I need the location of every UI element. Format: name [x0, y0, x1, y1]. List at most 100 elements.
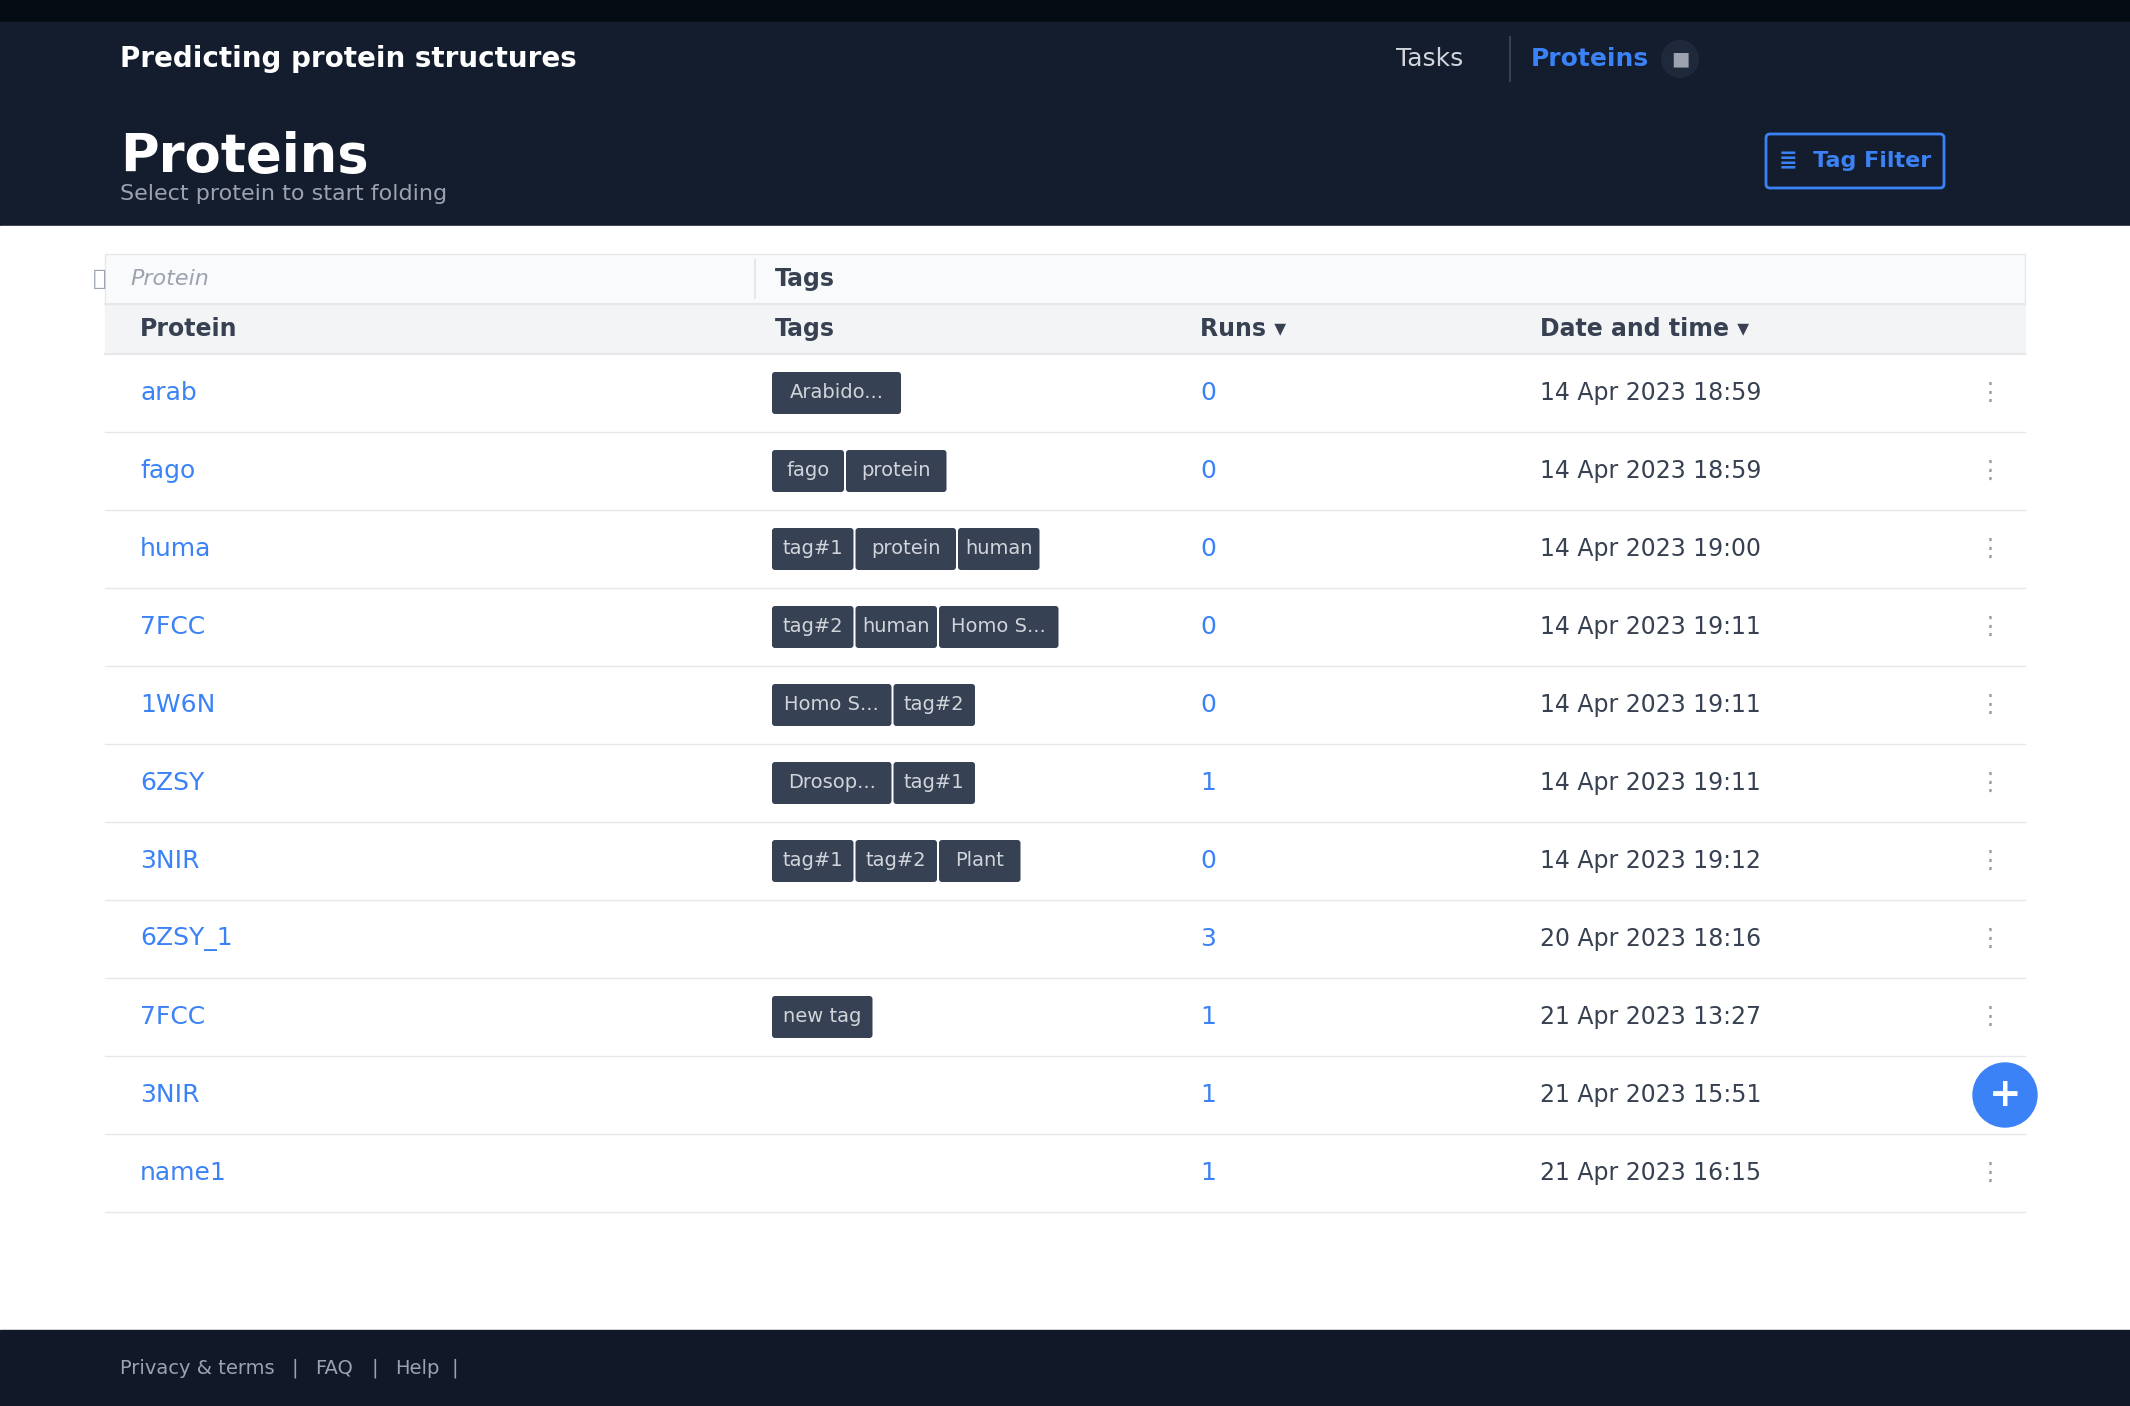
FancyBboxPatch shape [958, 529, 1039, 569]
Text: human: human [863, 617, 931, 637]
Text: Protein: Protein [141, 316, 239, 342]
Bar [104, 823, 2026, 900]
Text: ⋮: ⋮ [1977, 849, 2002, 873]
Text: 14 Apr 2023 18:59: 14 Apr 2023 18:59 [1540, 381, 1762, 405]
Text: 14 Apr 2023 19:00: 14 Apr 2023 19:00 [1540, 537, 1762, 561]
Bar [104, 432, 2026, 510]
Text: 1W6N: 1W6N [141, 693, 215, 717]
FancyBboxPatch shape [771, 450, 843, 492]
Text: tag#2: tag#2 [782, 617, 843, 637]
Text: Select protein to start folding: Select protein to start folding [119, 184, 447, 204]
Text: name1: name1 [141, 1161, 226, 1185]
Bar [104, 744, 2026, 823]
Text: 0: 0 [1199, 849, 1216, 873]
Text: ⋮: ⋮ [1977, 614, 2002, 638]
Text: ≣  Tag Filter: ≣ Tag Filter [1779, 150, 1932, 172]
Text: Tags: Tags [775, 316, 835, 342]
Bar [104, 354, 2026, 432]
Text: ⋮: ⋮ [1977, 693, 2002, 717]
FancyBboxPatch shape [856, 839, 937, 882]
Text: 14 Apr 2023 19:11: 14 Apr 2023 19:11 [1540, 770, 1762, 794]
Text: ⋮: ⋮ [1977, 927, 2002, 950]
Text: 7FCC: 7FCC [141, 614, 204, 638]
Text: 0: 0 [1199, 537, 1216, 561]
Text: Drosop...: Drosop... [788, 773, 875, 793]
Text: Proteins: Proteins [1531, 46, 1649, 70]
FancyBboxPatch shape [771, 839, 854, 882]
Text: tag#1: tag#1 [782, 540, 843, 558]
Text: Homo S...: Homo S... [952, 617, 1046, 637]
Bar [0, 1330, 2130, 1406]
Text: tag#1: tag#1 [782, 852, 843, 870]
Text: 0: 0 [1199, 614, 1216, 638]
FancyBboxPatch shape [771, 606, 854, 648]
Text: human: human [965, 540, 1033, 558]
FancyBboxPatch shape [1766, 134, 1945, 188]
Text: ⋮: ⋮ [1977, 458, 2002, 484]
Bar [104, 979, 2026, 1056]
Text: 0: 0 [1199, 693, 1216, 717]
Bar [0, 226, 2130, 1406]
Text: 14 Apr 2023 19:11: 14 Apr 2023 19:11 [1540, 693, 1762, 717]
Text: Privacy & terms: Privacy & terms [119, 1358, 275, 1378]
Text: Tags: Tags [775, 267, 835, 291]
Text: ⋮: ⋮ [1977, 381, 2002, 405]
Text: fago: fago [141, 458, 196, 484]
Text: 3NIR: 3NIR [141, 849, 200, 873]
Text: |: | [452, 1358, 458, 1378]
Bar [104, 510, 2026, 588]
Text: |: | [373, 1358, 379, 1378]
Text: Predicting protein structures: Predicting protein structures [119, 45, 577, 73]
Text: FAQ: FAQ [315, 1358, 354, 1378]
Text: 21 Apr 2023 16:15: 21 Apr 2023 16:15 [1540, 1161, 1762, 1185]
Bar [104, 254, 2026, 304]
Text: arab: arab [141, 381, 196, 405]
Circle shape [1661, 41, 1698, 77]
Text: tag#2: tag#2 [903, 696, 965, 714]
Text: 0: 0 [1199, 381, 1216, 405]
FancyBboxPatch shape [771, 529, 854, 569]
Text: Tasks: Tasks [1397, 46, 1463, 70]
Text: 1: 1 [1199, 770, 1216, 794]
FancyBboxPatch shape [771, 995, 873, 1038]
Text: 3: 3 [1199, 927, 1216, 950]
Text: 21 Apr 2023 13:27: 21 Apr 2023 13:27 [1540, 1005, 1762, 1029]
FancyBboxPatch shape [771, 683, 892, 725]
Bar [104, 666, 2026, 744]
Text: 20 Apr 2023 18:16: 20 Apr 2023 18:16 [1540, 927, 1762, 950]
Text: protein: protein [861, 461, 931, 481]
FancyBboxPatch shape [846, 450, 946, 492]
FancyBboxPatch shape [939, 606, 1059, 648]
Text: 14 Apr 2023 19:12: 14 Apr 2023 19:12 [1540, 849, 1762, 873]
Text: Plant: Plant [956, 852, 1003, 870]
Text: 6ZSY: 6ZSY [141, 770, 204, 794]
FancyBboxPatch shape [892, 762, 976, 804]
Bar [0, 22, 2130, 96]
Text: 3NIR: 3NIR [141, 1083, 200, 1107]
Text: tag#1: tag#1 [903, 773, 965, 793]
Bar [104, 588, 2026, 666]
Text: ⋮: ⋮ [1977, 1005, 2002, 1029]
Bar [104, 900, 2026, 979]
FancyBboxPatch shape [939, 839, 1020, 882]
Text: huma: huma [141, 537, 211, 561]
FancyBboxPatch shape [856, 606, 937, 648]
Text: 1: 1 [1199, 1161, 1216, 1185]
FancyBboxPatch shape [856, 529, 956, 569]
Text: 1: 1 [1199, 1005, 1216, 1029]
Bar [0, 0, 2130, 22]
Text: 7FCC: 7FCC [141, 1005, 204, 1029]
Text: fago: fago [786, 461, 829, 481]
FancyBboxPatch shape [771, 373, 901, 413]
Text: 6ZSY_1: 6ZSY_1 [141, 927, 232, 950]
FancyBboxPatch shape [892, 683, 976, 725]
Circle shape [1972, 1063, 2036, 1128]
Text: new tag: new tag [784, 1008, 861, 1026]
Bar [0, 96, 2130, 226]
Bar [104, 1135, 2026, 1212]
Text: Arabido...: Arabido... [790, 384, 884, 402]
Text: Protein: Protein [130, 269, 209, 290]
Bar [104, 304, 2026, 354]
Text: Help: Help [394, 1358, 439, 1378]
Text: ⋮: ⋮ [1977, 537, 2002, 561]
